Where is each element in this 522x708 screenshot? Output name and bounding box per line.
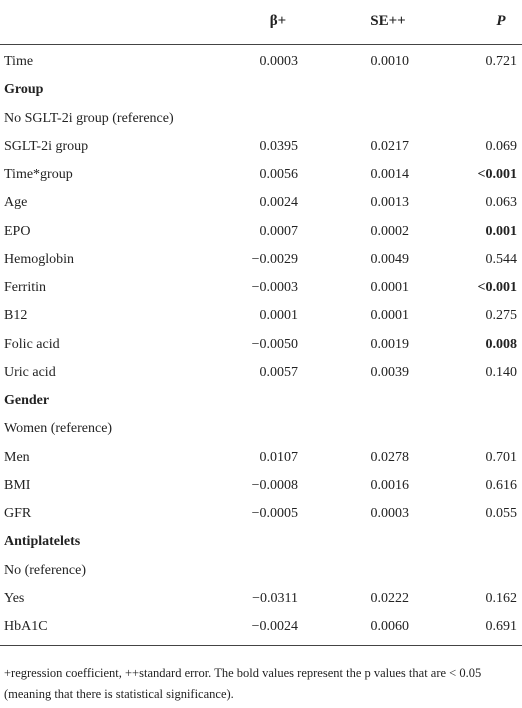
value-cell: 0.691 xyxy=(485,619,518,634)
column-header: SE++ xyxy=(370,13,406,29)
value-cell: 0.275 xyxy=(485,308,518,324)
row-label: SGLT-2i group xyxy=(4,138,89,154)
value-cell: −0.0008 xyxy=(251,477,298,493)
row-label: Uric acid xyxy=(4,364,56,380)
row-label: Folic acid xyxy=(4,336,60,352)
value-cell: 0.0013 xyxy=(370,195,410,211)
value-cell: 0.0217 xyxy=(370,138,410,154)
row-label: HbA1C xyxy=(4,619,48,634)
value-cell: 0.0278 xyxy=(370,449,410,465)
row-label: GFR xyxy=(4,506,32,521)
value-cell: 0.0001 xyxy=(259,308,299,324)
column-header: P xyxy=(496,13,506,29)
header-rule xyxy=(0,44,522,45)
value-cell: 0.0019 xyxy=(370,336,410,352)
section-label: Antiplatelets xyxy=(4,534,81,550)
value-cell: 0.721 xyxy=(485,54,518,69)
value-cell: −0.0005 xyxy=(251,506,298,521)
value-cell: 0.0010 xyxy=(370,54,410,69)
value-cell: 0.0003 xyxy=(370,506,410,521)
value-cell: 0.0060 xyxy=(370,619,410,634)
value-cell: −0.0029 xyxy=(251,251,298,267)
row-label: Men xyxy=(4,449,30,465)
value-cell: 0.162 xyxy=(485,590,518,606)
row-label: EPO xyxy=(4,223,31,239)
value-cell: −0.0003 xyxy=(251,280,298,295)
value-cell: 0.0001 xyxy=(370,280,410,295)
value-cell: <0.001 xyxy=(477,167,517,182)
row-label: Hemoglobin xyxy=(4,251,74,267)
value-cell: 0.0016 xyxy=(370,477,410,493)
value-cell: 0.0039 xyxy=(370,364,410,380)
value-cell: −0.0024 xyxy=(251,619,298,634)
value-cell: 0.0001 xyxy=(370,308,410,324)
value-cell: 0.063 xyxy=(485,195,518,211)
value-cell: 0.008 xyxy=(485,336,518,352)
value-cell: 0.069 xyxy=(485,138,518,154)
value-cell: 0.0049 xyxy=(370,251,410,267)
value-cell: 0.001 xyxy=(485,223,518,239)
value-cell: 0.0222 xyxy=(370,590,410,606)
row-label: BMI xyxy=(4,477,31,493)
value-cell: 0.701 xyxy=(485,449,518,465)
value-cell: 0.0056 xyxy=(259,167,299,182)
bottom-rule xyxy=(0,645,522,646)
section-label: Gender xyxy=(4,393,50,408)
footnote: +regression coefficient, ++standard erro… xyxy=(4,666,482,701)
row-label: Ferritin xyxy=(4,280,46,295)
row-label: B12 xyxy=(4,308,28,324)
column-header: β+ xyxy=(269,13,287,29)
row-label: Time xyxy=(4,54,34,69)
value-cell: −0.0311 xyxy=(252,590,298,606)
row-label: No (reference) xyxy=(4,562,86,578)
value-cell: 0.616 xyxy=(485,477,518,493)
section-label: Group xyxy=(4,82,44,98)
row-label: Yes xyxy=(4,590,25,606)
row-label: No SGLT-2i group (reference) xyxy=(4,110,174,126)
value-cell: 0.0007 xyxy=(259,223,299,239)
row-label: Age xyxy=(4,195,28,211)
value-cell: 0.0057 xyxy=(259,364,299,380)
value-cell: 0.0002 xyxy=(370,223,410,239)
value-cell: 0.0395 xyxy=(259,138,299,154)
value-cell: 0.140 xyxy=(485,364,518,380)
value-cell: <0.001 xyxy=(477,280,517,295)
value-cell: 0.544 xyxy=(485,251,518,267)
value-cell: 0.0024 xyxy=(259,195,299,211)
value-cell: 0.055 xyxy=(485,506,518,521)
value-cell: 0.0003 xyxy=(259,54,299,69)
row-label: Women (reference) xyxy=(4,421,113,437)
value-cell: −0.0050 xyxy=(251,336,298,352)
value-cell: 0.0014 xyxy=(370,167,410,182)
row-label: Time*group xyxy=(4,167,73,182)
value-cell: 0.0107 xyxy=(259,449,299,465)
